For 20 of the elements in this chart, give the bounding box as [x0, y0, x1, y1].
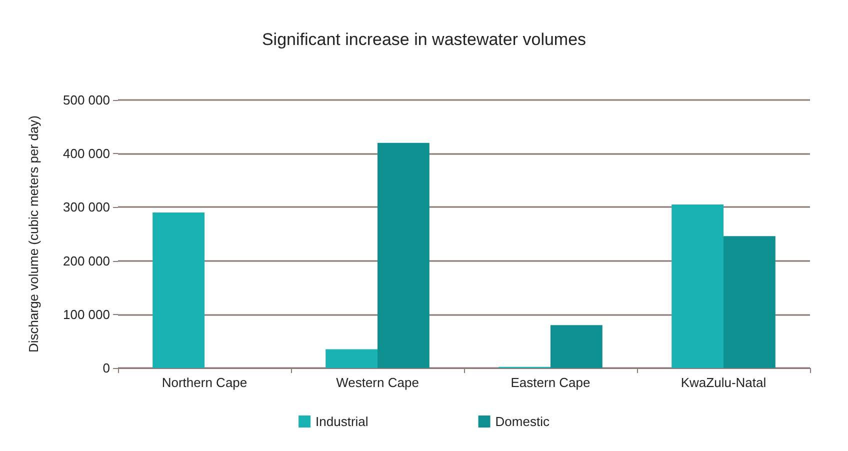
y-tick-label: 500 000	[63, 92, 110, 108]
y-tick-label: 400 000	[63, 146, 110, 162]
y-tick-label: 300 000	[63, 200, 110, 215]
x-tick-label: Northern Cape	[162, 375, 248, 390]
x-tick-label: KwaZulu-Natal	[680, 375, 766, 390]
bar	[550, 325, 602, 368]
y-tick-label: 0	[102, 360, 110, 376]
y-axis-title: Discharge volume (cubic meters per day)	[26, 116, 41, 352]
chart-title: Significant increase in wastewater volumes	[262, 30, 586, 49]
y-tick-label: 100 000	[63, 306, 110, 322]
bar	[672, 204, 724, 368]
y-tick-label: 200 000	[63, 253, 110, 268]
x-tick-label: Eastern Cape	[510, 375, 590, 390]
bar	[326, 349, 378, 368]
legend-label: Industrial	[316, 414, 368, 429]
bar	[724, 236, 776, 368]
bar	[152, 212, 204, 368]
bar	[378, 142, 430, 368]
legend-label: Domestic	[495, 414, 550, 429]
x-tick-label: Western Cape	[336, 375, 419, 390]
